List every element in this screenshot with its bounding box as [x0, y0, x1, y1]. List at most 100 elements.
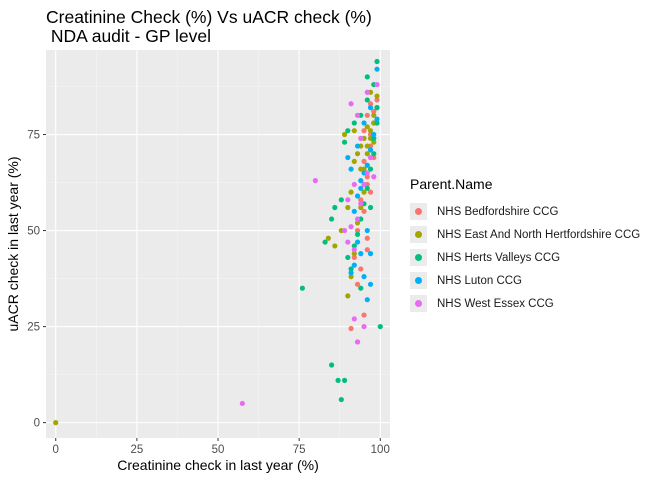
data-point-series-3: [354, 239, 361, 245]
data-point-series-3: [351, 208, 357, 214]
data-point-series-1: [371, 112, 377, 118]
data-point-series-3: [361, 120, 367, 126]
data-point-series-0: [351, 254, 357, 261]
data-point-series-2: [367, 166, 374, 172]
x-tick-label: 50: [212, 444, 225, 456]
x-tick-label: 25: [130, 444, 143, 456]
data-point-series-4: [358, 135, 364, 141]
x-tick-label: 100: [371, 444, 390, 456]
legend-label: NHS West Essex CCG: [437, 297, 554, 310]
data-point-series-2: [358, 285, 364, 291]
data-point-series-0: [371, 108, 377, 115]
data-point-series-1: [364, 124, 370, 130]
axes: 0 25 50 75 100 0 25 50 75: [27, 130, 390, 456]
data-point-series-4: [361, 181, 367, 188]
data-point-series-4: [341, 227, 348, 234]
data-point-series-3: [354, 143, 361, 149]
legend-label: NHS Bedfordshire CCG: [437, 205, 559, 218]
data-point-series-4: [364, 170, 370, 176]
data-point-series-0: [354, 281, 361, 287]
data-point-series-1: [351, 158, 357, 165]
data-point-series-0: [358, 197, 364, 203]
data-point-series-4: [312, 178, 318, 184]
legend-label: NHS Luton CCG: [437, 274, 523, 287]
data-point-series-3: [361, 274, 367, 280]
data-point-series-4: [345, 197, 351, 203]
data-point-series-3: [351, 262, 357, 268]
data-point-series-4: [354, 339, 361, 345]
data-point-series-1: [332, 243, 338, 249]
data-point-series-2: [351, 120, 357, 126]
data-point-series-0: [361, 208, 367, 214]
data-point-series-3: [367, 105, 374, 111]
data-point-series-1: [351, 128, 357, 134]
data-point-series-2: [338, 197, 344, 203]
data-point-series-0: [374, 97, 380, 103]
data-points: [53, 58, 383, 426]
legend-title: Parent.Name: [410, 176, 493, 192]
legend-item: NHS West Essex CCG: [410, 292, 640, 315]
data-point-series-1: [348, 189, 354, 195]
chart-title: Creatinine Check (%) Vs uACR check (%) N…: [46, 7, 372, 46]
legend-item: NHS Herts Valleys CCG: [410, 246, 640, 269]
data-point-series-3: [358, 251, 364, 257]
data-point-series-2: [354, 231, 361, 237]
data-point-series-0: [348, 325, 354, 332]
data-point-series-0: [367, 101, 374, 107]
data-point-series-2: [348, 266, 354, 272]
data-point-series-2: [345, 128, 351, 134]
data-point-series-3: [364, 227, 370, 234]
data-point-series-2: [299, 285, 305, 291]
data-point-series-4: [239, 400, 245, 407]
data-point-series-1: [345, 293, 351, 299]
data-point-series-2: [374, 120, 380, 126]
data-point-series-3: [348, 270, 354, 276]
legend: Parent.Name NHS Bedfordshire CCG NHS East…: [410, 176, 640, 315]
data-point-series-1: [351, 251, 357, 257]
data-point-series-2: [322, 239, 328, 245]
legend-label: NHS Herts Valleys CCG: [437, 251, 561, 264]
data-point-series-3: [374, 116, 380, 122]
data-point-series-4: [354, 112, 361, 118]
data-point-series-3: [364, 162, 370, 168]
data-point-series-2: [374, 58, 380, 65]
data-point-series-4: [348, 101, 354, 107]
legend-item: NHS East And North Hertfordshire CCG: [410, 223, 640, 246]
x-axis-title: Creatinine check in last year (%): [117, 457, 319, 473]
data-point-series-2: [328, 362, 335, 368]
data-point-series-1: [371, 139, 377, 145]
legend-key: [410, 203, 427, 220]
legend-item: NHS Bedfordshire CCG: [410, 200, 640, 223]
data-point-series-1: [358, 204, 364, 211]
data-point-series-3: [371, 131, 377, 138]
data-point-series-2: [374, 105, 380, 111]
data-point-series-0: [361, 158, 367, 165]
data-point-series-4: [374, 81, 380, 88]
data-point-series-2: [341, 377, 348, 383]
data-point-series-1: [354, 151, 361, 157]
legend-item: NHS Luton CCG: [410, 269, 640, 292]
data-point-series-1: [374, 93, 380, 99]
data-point-series-4: [371, 174, 377, 180]
data-point-series-0: [364, 235, 370, 241]
y-tick-label: 0: [34, 418, 40, 430]
data-point-series-2: [338, 396, 344, 403]
data-point-series-4: [351, 247, 357, 253]
data-point-series-0: [358, 266, 364, 272]
data-point-series-4: [367, 154, 374, 161]
data-point-series-3: [364, 297, 370, 303]
data-point-series-2: [335, 377, 341, 383]
data-point-series-1: [348, 274, 354, 280]
data-point-series-3: [348, 166, 354, 172]
legend-dot-icon: [415, 231, 422, 238]
grid-lines: [46, 50, 390, 438]
data-point-series-1: [354, 220, 361, 226]
data-point-series-1: [358, 166, 364, 172]
legend-key: [410, 272, 427, 289]
y-tick-label: 75: [27, 130, 40, 142]
data-point-series-2: [364, 185, 370, 191]
data-point-series-4: [351, 181, 357, 188]
data-point-series-2: [332, 204, 338, 211]
x-tick-label: 75: [293, 444, 306, 456]
